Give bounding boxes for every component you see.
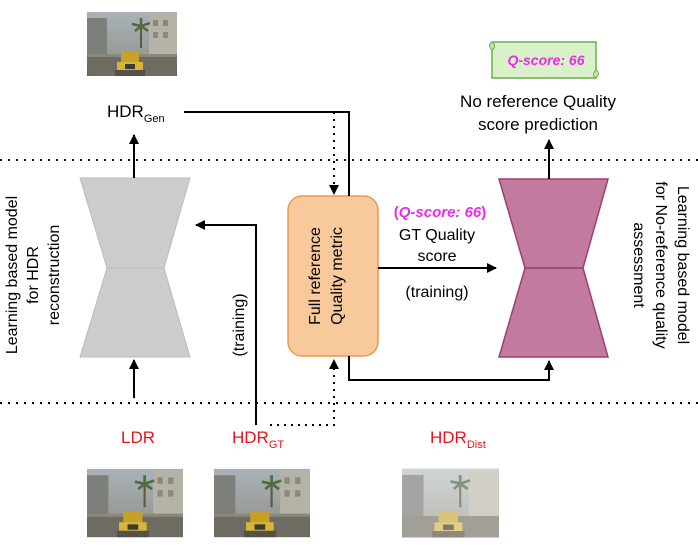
hdr-dist-label: HDRDist (430, 428, 486, 451)
nr-encoder-block (497, 178, 609, 269)
left-side-line1: Learning based model (4, 196, 21, 354)
dist-input-arrow (348, 356, 554, 381)
right-side-line2: for No-reference quality (652, 181, 669, 348)
left-side-line2: for HDR (25, 246, 42, 304)
scroll-banner-icon (489, 41, 599, 79)
hdr-encoder-block (79, 177, 191, 269)
hdr-decoder-block (79, 267, 191, 358)
gt-to-metric-dotted-arrow (270, 359, 339, 426)
gt-training-arrow (195, 220, 257, 425)
hdr-gen-label: HDRGen (107, 102, 165, 125)
training-left-label: (training) (231, 293, 248, 356)
ldr-label: LDR (121, 428, 155, 447)
hdr-gt-thumbnail (214, 467, 310, 539)
gt-quality-line2: score (417, 248, 456, 265)
left-side-line3: reconstruction (46, 225, 63, 326)
hdr-gt-label: HDRGT (232, 428, 284, 451)
nr-decoder-block (497, 267, 609, 358)
gt-quality-line1: GT Quality (399, 227, 475, 244)
q-score-banner-text: Q-score: 66 (507, 52, 584, 68)
right-side-line3: assessment (630, 222, 647, 308)
gen-to-metric-line (184, 111, 350, 196)
hdr-dist-thumbnail (402, 466, 499, 540)
mid-q-score-text: (Q-score: 66) (394, 204, 487, 221)
full-ref-line1: Full reference (307, 227, 324, 325)
training-right-label: (training) (405, 284, 468, 301)
full-ref-line2: Quality metric (329, 227, 346, 325)
ldr-thumbnail (87, 467, 183, 539)
full-reference-metric-box (287, 195, 379, 357)
hdr-gen-thumbnail (87, 12, 177, 76)
no-ref-line2: score prediction (478, 115, 598, 134)
no-ref-line1: No reference Quality (460, 92, 616, 111)
right-side-line1: Learning based model (674, 186, 691, 344)
